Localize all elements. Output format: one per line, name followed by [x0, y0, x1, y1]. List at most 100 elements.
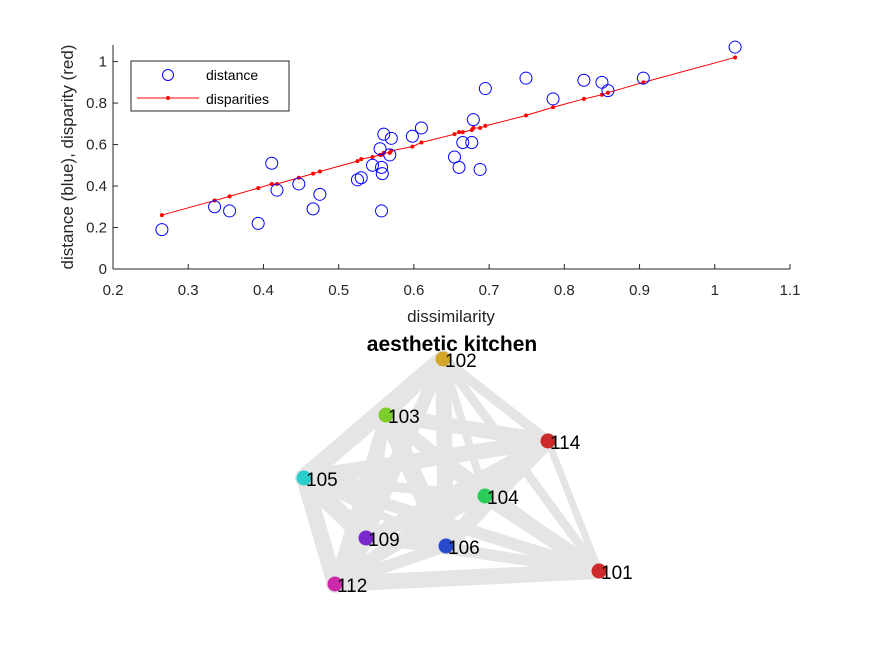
- disparity-point: [733, 55, 738, 60]
- network-node-label: 101: [601, 563, 633, 584]
- disparity-point: [551, 105, 556, 110]
- network-node: [327, 576, 343, 592]
- distance-point: [208, 200, 222, 214]
- disparity-point: [523, 113, 528, 118]
- disparities-series: [159, 55, 738, 218]
- distance-point: [456, 135, 470, 149]
- distance-point: [636, 71, 650, 85]
- network-node: [540, 433, 556, 449]
- network-node-label: 109: [368, 530, 400, 551]
- network-edge: [440, 490, 491, 552]
- legend-distance-marker: [162, 69, 174, 81]
- legend-distance-label: distance: [206, 67, 258, 83]
- disparity-point: [159, 213, 164, 218]
- network-node-label: 104: [487, 488, 519, 509]
- network-node-label: 102: [445, 351, 477, 372]
- network-edge: [361, 491, 490, 543]
- disparity-point: [370, 155, 375, 159]
- distance-point: [375, 160, 389, 174]
- network-node-label: 105: [306, 470, 338, 491]
- distance-point: [405, 129, 419, 143]
- disparity-point: [317, 169, 322, 174]
- network-node: [477, 488, 493, 504]
- scatter-chart: 0.2 0.3 0.4 0.5 0.6 0.7 0.8 0.9 1 1.1 0 0.2 0.4 0.6 0.…: [58, 40, 800, 326]
- network-node: [438, 538, 454, 554]
- distance-point: [452, 160, 466, 174]
- disparity-point: [457, 130, 462, 135]
- distance-point: [414, 121, 428, 135]
- legend: distance disparities: [130, 60, 290, 112]
- network-edge: [327, 563, 607, 592]
- disparity-point: [419, 140, 424, 145]
- distance-point: [473, 162, 487, 176]
- network-node-label: 114: [550, 433, 581, 454]
- distance-point: [292, 177, 306, 191]
- network-node-label: 106: [448, 538, 480, 559]
- distance-point: [728, 40, 742, 54]
- y-tick-label: 0.2: [86, 220, 107, 237]
- distance-point: [270, 183, 284, 197]
- x-tick-label: 0.9: [629, 282, 650, 299]
- distance-point: [577, 73, 591, 87]
- distance-point: [519, 71, 533, 85]
- network-edge: [298, 472, 605, 577]
- distance-point: [354, 171, 368, 185]
- network-edge: [296, 470, 343, 592]
- network-node: [378, 407, 394, 423]
- disparity-point: [311, 171, 316, 176]
- x-tick-label: 0.4: [253, 282, 274, 299]
- distance-point: [306, 202, 320, 216]
- disparity-point: [227, 194, 232, 199]
- y-tick-label: 0.8: [86, 95, 107, 112]
- x-tick-label: 0.7: [479, 282, 500, 299]
- distance-point: [350, 173, 364, 187]
- distance-point: [466, 113, 480, 127]
- x-axis-label: dissimilarity: [407, 307, 495, 326]
- x-tick-label: 0.8: [554, 282, 575, 299]
- distance-point: [313, 187, 327, 201]
- legend-box: [130, 60, 290, 112]
- network-nodes: 102 103 114 105 104 109 106 101 112: [296, 351, 633, 597]
- distance-point: [223, 204, 237, 218]
- disparity-point: [581, 96, 586, 101]
- axes: 0.2 0.3 0.4 0.5 0.6 0.7 0.8 0.9 1 1.1 0 0.2 0.4 0.6 0.…: [86, 54, 800, 299]
- disparity-point: [410, 144, 415, 149]
- network-edge: [296, 433, 556, 486]
- network-edge: [544, 437, 603, 575]
- network-edge: [300, 411, 390, 482]
- disparity-point: [269, 181, 274, 186]
- network-node: [591, 563, 607, 579]
- distance-point: [465, 135, 479, 149]
- disparity-point: [641, 80, 646, 85]
- legend-disparities-label: disparities: [206, 91, 269, 107]
- network-node: [358, 530, 374, 546]
- network-edge: [299, 473, 490, 501]
- distance-point: [478, 82, 492, 96]
- x-tick-label: 1: [711, 282, 719, 299]
- x-tick-label: 0.6: [403, 282, 424, 299]
- x-tick-label: 0.2: [103, 282, 124, 299]
- distance-point: [377, 127, 391, 141]
- network-node: [296, 470, 312, 486]
- distance-point: [375, 167, 389, 181]
- network-edges: [295, 350, 607, 593]
- distance-point: [251, 216, 265, 230]
- distance-point: [155, 223, 169, 237]
- distance-point: [375, 204, 389, 218]
- disparity-point: [483, 123, 488, 128]
- distance-point: [601, 84, 615, 98]
- y-tick-label: 0: [99, 261, 107, 278]
- network-edge: [378, 407, 556, 449]
- network-node: [435, 351, 451, 367]
- disparity-point: [452, 132, 457, 137]
- distance-point: [265, 156, 279, 170]
- x-tick-label: 1.1: [780, 282, 801, 299]
- disparity-point: [471, 125, 476, 130]
- distance-point: [373, 142, 387, 156]
- network-node-label: 103: [388, 407, 420, 428]
- distance-point: [366, 158, 380, 172]
- y-tick-label: 0.6: [86, 137, 107, 154]
- disparity-point: [355, 159, 360, 164]
